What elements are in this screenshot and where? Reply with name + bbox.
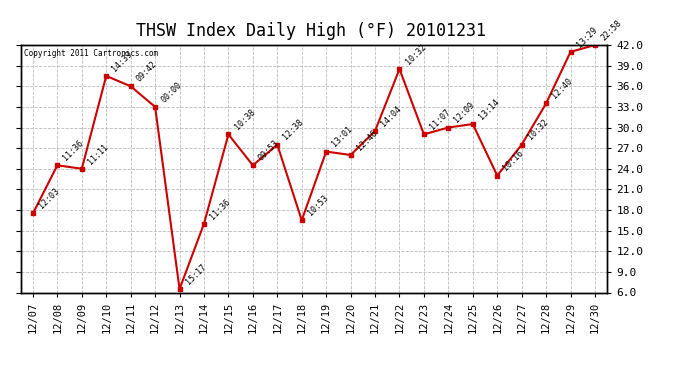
Text: 11:07: 11:07: [428, 108, 452, 132]
Text: 12:46: 12:46: [355, 128, 379, 152]
Text: 14:39: 14:39: [110, 49, 135, 73]
Text: 09:42: 09:42: [135, 59, 159, 84]
Text: 15:17: 15:17: [184, 262, 208, 286]
Text: 10:16: 10:16: [502, 149, 526, 173]
Text: 11:36: 11:36: [61, 138, 86, 162]
Text: 12:03: 12:03: [37, 187, 61, 211]
Text: 13:29: 13:29: [575, 25, 599, 49]
Text: 11:36: 11:36: [208, 197, 233, 221]
Text: 10:32: 10:32: [404, 42, 428, 66]
Text: 12:09: 12:09: [453, 100, 477, 125]
Text: Copyright 2011 Cartronics.com: Copyright 2011 Cartronics.com: [23, 49, 158, 58]
Text: 12:38: 12:38: [282, 118, 306, 142]
Text: THSW Index Daily High (°F) 20101231: THSW Index Daily High (°F) 20101231: [135, 22, 486, 40]
Text: 09:53: 09:53: [257, 138, 281, 162]
Text: 14:04: 14:04: [380, 104, 403, 128]
Text: 12:40: 12:40: [550, 76, 574, 101]
Text: 10:38: 10:38: [233, 108, 257, 132]
Text: 22:58: 22:58: [599, 18, 623, 42]
Text: 11:11: 11:11: [86, 142, 110, 166]
Text: 13:14: 13:14: [477, 97, 501, 121]
Text: 00:00: 00:00: [159, 80, 184, 104]
Text: 13:01: 13:01: [331, 125, 355, 149]
Text: 10:53: 10:53: [306, 194, 330, 217]
Text: 10:32: 10:32: [526, 118, 550, 142]
